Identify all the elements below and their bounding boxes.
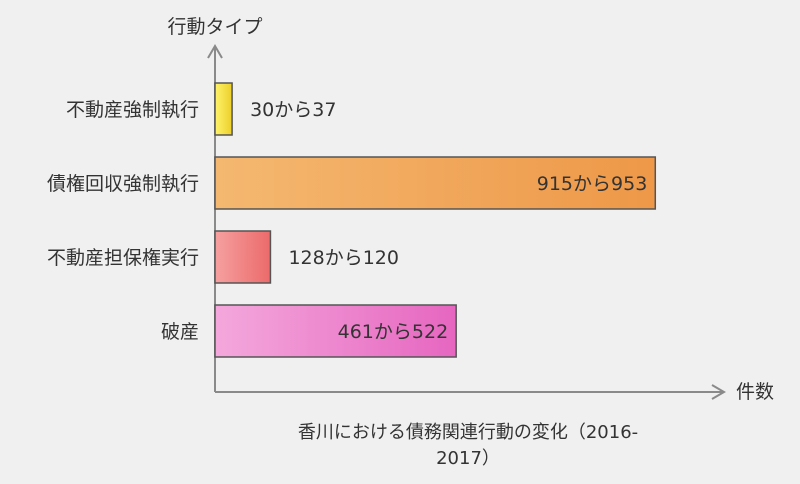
bar-2 [214,230,272,284]
value-label-2: 128から120 [288,247,399,269]
value-labels: 30から37 915から953 128から120 461から522 [250,99,647,343]
y-axis-arrow [207,44,223,59]
bar-0 [214,82,233,136]
chart-caption-line-2: 2017） [436,448,500,469]
bar-1 [214,156,657,210]
bar-3 [214,304,457,358]
x-axis-title: 件数 [736,381,774,403]
bars-group [214,82,657,358]
value-label-1: 915から953 [537,173,648,195]
x-axis-arrow [711,384,726,400]
value-label-3: 461から522 [338,321,449,343]
category-label-1: 債権回収強制執行 [47,173,199,195]
y-axis-title: 行動タイプ [167,16,262,38]
category-label-3: 破産 [161,321,199,343]
category-label-0: 不動産強制執行 [66,99,199,121]
chart-caption-line-1: 香川における債務関連行動の変化（2016- [298,422,638,443]
value-label-0: 30から37 [250,99,336,121]
category-label-2: 不動産担保権実行 [47,247,199,269]
